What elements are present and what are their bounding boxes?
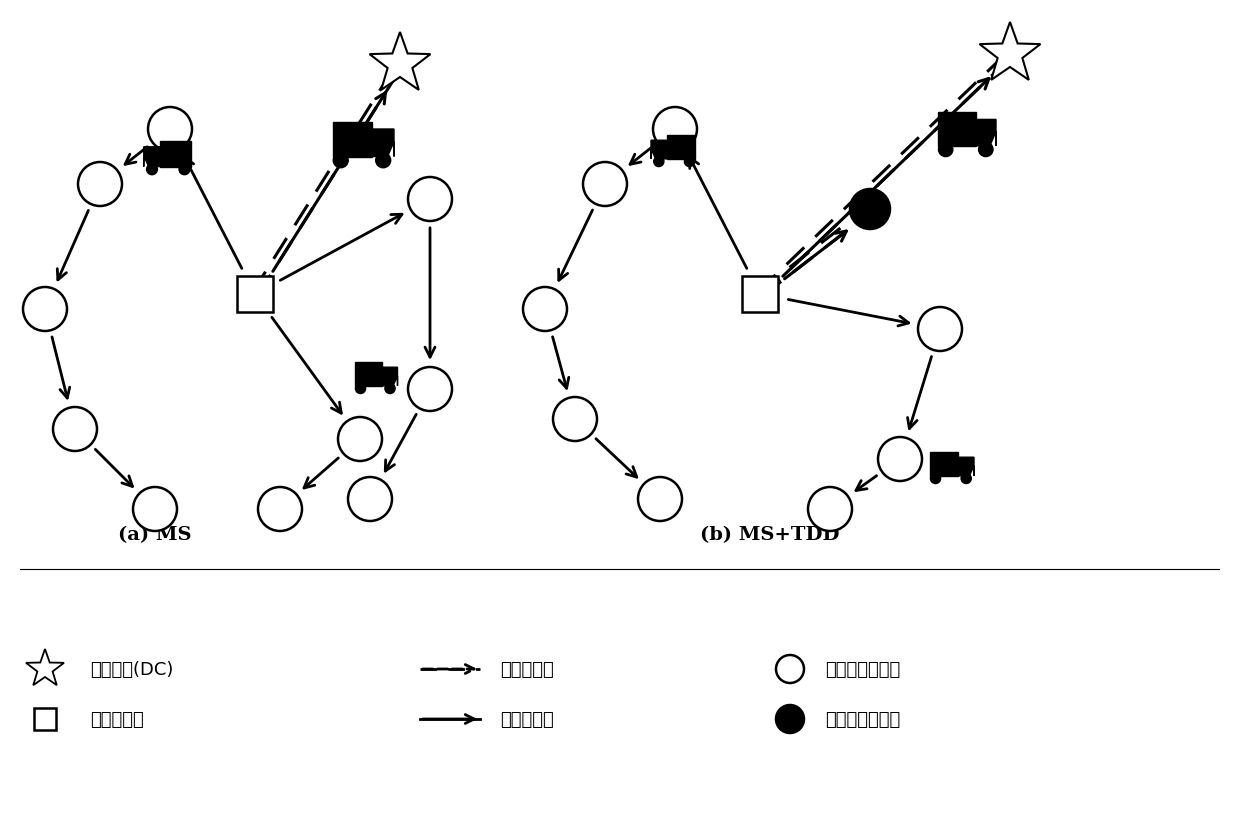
Circle shape — [338, 418, 382, 461]
Polygon shape — [144, 147, 160, 167]
Circle shape — [375, 154, 390, 169]
Bar — [929, 453, 959, 477]
Bar — [356, 363, 383, 387]
Circle shape — [938, 143, 953, 157]
Circle shape — [78, 163, 121, 206]
Circle shape — [850, 190, 890, 229]
Circle shape — [776, 705, 804, 733]
Polygon shape — [959, 458, 974, 477]
Circle shape — [333, 154, 348, 169]
Circle shape — [878, 437, 922, 482]
Circle shape — [776, 655, 804, 683]
Text: 配送中心(DC): 配送中心(DC) — [90, 660, 173, 678]
Text: 第二层路径: 第二层路径 — [501, 710, 554, 728]
Bar — [667, 136, 695, 160]
Circle shape — [930, 473, 940, 484]
Circle shape — [523, 287, 567, 332]
Circle shape — [385, 384, 395, 394]
Circle shape — [553, 397, 597, 441]
Circle shape — [979, 143, 992, 157]
Circle shape — [653, 108, 698, 152]
Circle shape — [408, 178, 452, 222]
Circle shape — [356, 384, 366, 394]
Circle shape — [638, 477, 681, 522]
Bar — [938, 113, 975, 147]
Text: 第二层路径顾客: 第二层路径顾客 — [825, 660, 901, 678]
Circle shape — [147, 108, 192, 152]
Bar — [160, 143, 191, 167]
Circle shape — [408, 368, 452, 411]
Bar — [333, 122, 373, 157]
Circle shape — [24, 287, 67, 332]
Circle shape — [53, 408, 97, 451]
Circle shape — [961, 473, 971, 484]
Circle shape — [918, 308, 961, 351]
Polygon shape — [650, 141, 667, 160]
Circle shape — [180, 165, 190, 175]
Text: 移动配送站: 移动配送站 — [90, 710, 144, 728]
Bar — [237, 277, 273, 313]
Circle shape — [654, 157, 664, 167]
Polygon shape — [373, 130, 394, 157]
Text: 第一层路径: 第一层路径 — [501, 660, 554, 678]
Text: 第一层路径顾客: 第一层路径顾客 — [825, 710, 901, 728]
Bar — [742, 277, 778, 313]
Polygon shape — [383, 368, 398, 387]
Polygon shape — [369, 33, 430, 91]
Text: (b) MS+TDD: (b) MS+TDD — [700, 525, 840, 543]
Circle shape — [133, 487, 177, 532]
Circle shape — [348, 477, 392, 522]
Bar — [33, 708, 56, 730]
Polygon shape — [980, 23, 1041, 81]
Polygon shape — [975, 120, 996, 147]
Circle shape — [808, 487, 852, 532]
Polygon shape — [26, 649, 64, 686]
Circle shape — [684, 157, 695, 167]
Circle shape — [146, 165, 157, 175]
Circle shape — [584, 163, 627, 206]
Text: (a) MS: (a) MS — [118, 525, 192, 543]
Circle shape — [258, 487, 302, 532]
